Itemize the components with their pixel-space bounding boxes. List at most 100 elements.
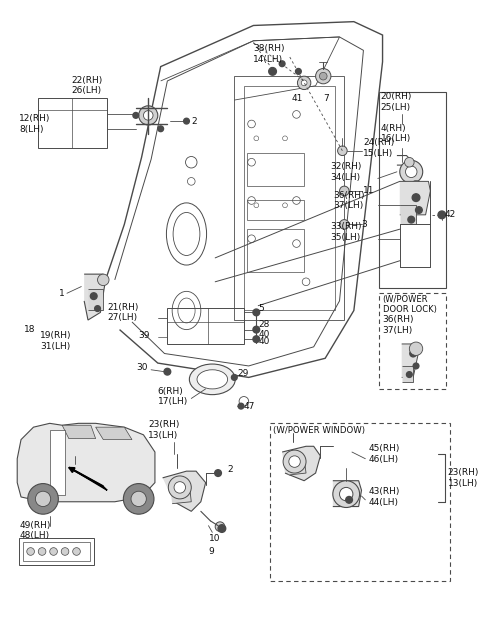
Polygon shape (287, 459, 306, 475)
Text: 6(RH)
17(LH): 6(RH) 17(LH) (158, 387, 188, 406)
Text: 40: 40 (258, 330, 270, 339)
Text: 4(RH)
16(LH): 4(RH) 16(LH) (381, 124, 411, 143)
Text: 3: 3 (361, 220, 367, 229)
Circle shape (144, 110, 153, 120)
Circle shape (289, 456, 300, 467)
Circle shape (416, 207, 422, 213)
Text: 36(RH)
37(LH): 36(RH) 37(LH) (383, 315, 414, 334)
Circle shape (97, 274, 109, 286)
Text: 40: 40 (258, 336, 270, 345)
Circle shape (28, 483, 59, 514)
Circle shape (346, 496, 352, 503)
Text: 30: 30 (136, 363, 147, 372)
Ellipse shape (173, 213, 200, 256)
Polygon shape (84, 274, 105, 320)
Text: 2: 2 (228, 465, 233, 474)
Circle shape (254, 203, 259, 207)
Polygon shape (170, 485, 191, 504)
Bar (19, 538, 94, 565)
Circle shape (400, 160, 423, 183)
Circle shape (410, 350, 417, 357)
Bar (168, 308, 244, 344)
Circle shape (301, 80, 307, 86)
Text: 2: 2 (191, 117, 197, 126)
Circle shape (339, 487, 353, 501)
Text: 9: 9 (208, 547, 214, 556)
Circle shape (283, 136, 288, 141)
Circle shape (215, 522, 225, 532)
Circle shape (36, 491, 51, 507)
Polygon shape (163, 471, 205, 511)
Text: 24(RH)
15(LH): 24(RH) 15(LH) (363, 138, 395, 157)
Circle shape (279, 61, 285, 67)
Circle shape (231, 374, 237, 380)
Polygon shape (402, 344, 419, 377)
Polygon shape (62, 425, 96, 438)
Circle shape (316, 69, 331, 84)
Circle shape (405, 157, 414, 167)
Bar (270, 423, 449, 581)
Text: 29: 29 (237, 369, 249, 378)
Polygon shape (400, 205, 416, 225)
Ellipse shape (167, 203, 206, 265)
Text: 43(RH)
44(LH): 43(RH) 44(LH) (368, 487, 399, 507)
Polygon shape (17, 423, 155, 502)
Circle shape (184, 118, 190, 124)
Text: (W/POWER: (W/POWER (383, 295, 428, 304)
Circle shape (72, 548, 80, 555)
Circle shape (409, 342, 423, 356)
Text: 21(RH)
27(LH): 21(RH) 27(LH) (107, 302, 139, 322)
Text: 5: 5 (258, 304, 264, 313)
Text: 28: 28 (258, 320, 270, 329)
Text: 22(RH)
26(LH): 22(RH) 26(LH) (72, 76, 103, 96)
Polygon shape (402, 366, 413, 382)
Text: 7: 7 (323, 94, 329, 103)
Ellipse shape (178, 298, 195, 323)
Circle shape (298, 76, 311, 89)
Circle shape (123, 483, 154, 514)
Circle shape (168, 476, 191, 499)
Bar (247, 153, 304, 186)
Text: 23(RH)
13(LH): 23(RH) 13(LH) (148, 421, 180, 440)
Circle shape (215, 470, 221, 476)
Circle shape (158, 126, 164, 132)
Circle shape (412, 194, 420, 202)
Circle shape (139, 106, 158, 125)
Polygon shape (96, 427, 132, 440)
Bar (234, 76, 344, 320)
Circle shape (238, 403, 244, 409)
Text: 23(RH)
13(LH): 23(RH) 13(LH) (447, 468, 479, 487)
Circle shape (319, 73, 327, 80)
Text: 38(RH)
14(LH): 38(RH) 14(LH) (253, 44, 285, 64)
Text: 33(RH)
35(LH): 33(RH) 35(LH) (330, 222, 361, 242)
Circle shape (407, 372, 412, 377)
Circle shape (283, 203, 288, 207)
Circle shape (412, 180, 420, 188)
Circle shape (133, 112, 139, 118)
Text: 18: 18 (24, 325, 36, 334)
Circle shape (164, 369, 171, 375)
Circle shape (339, 220, 349, 229)
Circle shape (408, 216, 415, 223)
Circle shape (38, 548, 46, 555)
Circle shape (339, 186, 349, 196)
Polygon shape (50, 430, 65, 495)
Circle shape (254, 136, 259, 141)
Circle shape (174, 482, 186, 493)
Text: 19(RH)
31(LH): 19(RH) 31(LH) (40, 331, 72, 351)
Bar (244, 86, 335, 311)
Circle shape (27, 548, 35, 555)
Text: 45(RH)
46(LH): 45(RH) 46(LH) (368, 444, 399, 464)
Text: (W/POWER WINDOW): (W/POWER WINDOW) (273, 426, 365, 435)
Text: 39: 39 (139, 331, 150, 340)
Circle shape (95, 306, 100, 311)
Circle shape (253, 336, 260, 343)
Circle shape (296, 69, 301, 74)
Bar (38, 98, 107, 148)
Circle shape (406, 166, 417, 178)
Polygon shape (69, 467, 107, 490)
Ellipse shape (172, 291, 201, 329)
Circle shape (131, 491, 146, 507)
Text: 47: 47 (244, 402, 255, 411)
Circle shape (218, 525, 226, 532)
